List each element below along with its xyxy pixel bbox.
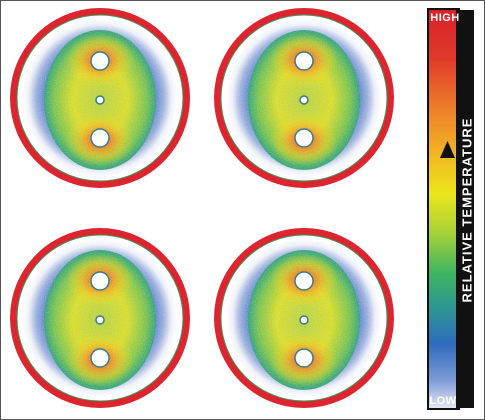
scale-title: RELATIVE TEMPERATURE bbox=[459, 117, 475, 303]
disk-top-right bbox=[214, 8, 394, 188]
scale-marker-arrow bbox=[440, 141, 455, 158]
disk-top-left bbox=[10, 8, 190, 188]
scale-high-label: HIGH bbox=[430, 12, 460, 24]
scale-gradient bbox=[429, 10, 456, 408]
disk-bottom-left bbox=[10, 228, 190, 408]
disk-bottom-right bbox=[214, 228, 394, 408]
temperature-scale bbox=[427, 8, 474, 410]
scale-low-label: LOW bbox=[429, 395, 457, 407]
